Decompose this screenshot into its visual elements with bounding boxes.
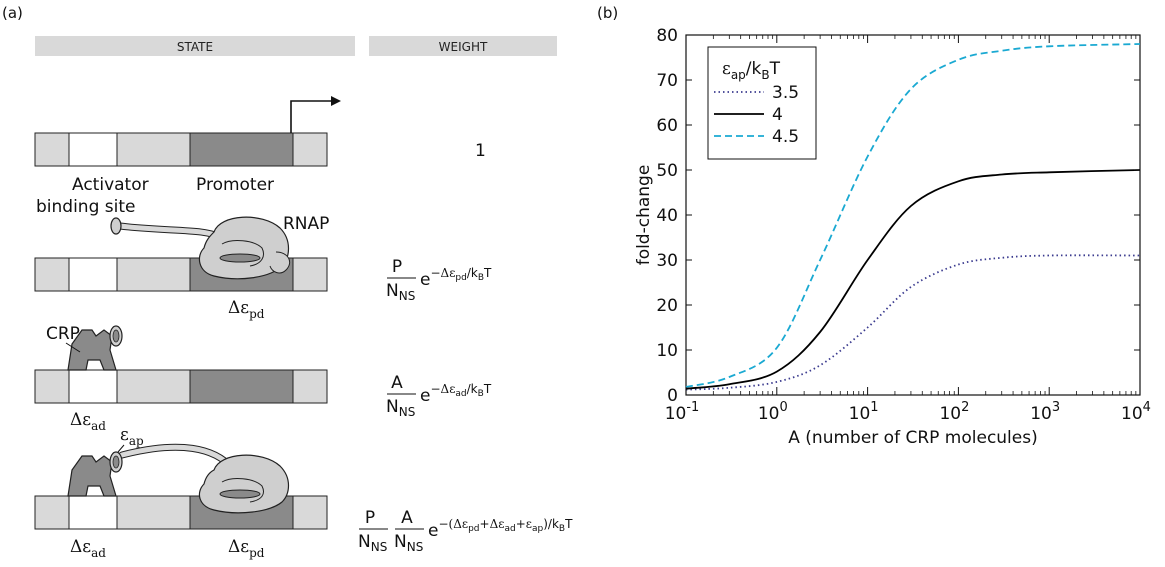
weight-empty: 1 [475, 141, 486, 161]
svg-text:e−Δεad/kBT: e−Δεad/kBT [420, 382, 492, 406]
energy-pd-label: Δεpd [228, 298, 265, 321]
rnap-icon [109, 443, 290, 514]
y-tick-label: 80 [656, 26, 678, 46]
y-tick-label: 30 [656, 251, 678, 271]
activator-site-label-1: Activator [72, 175, 149, 195]
panel-b-tag: (b) [597, 4, 618, 22]
legend-label: 3.5 [772, 83, 799, 103]
panel-a-tag: (a) [2, 4, 23, 22]
legend-label: 4.5 [772, 127, 799, 147]
y-tick-label: 0 [667, 386, 678, 406]
legend-label: 4 [772, 105, 783, 125]
transcription-start-arrow-icon [290, 96, 341, 133]
y-tick-label: 10 [656, 341, 678, 361]
series-line-4.5 [685, 43, 1141, 388]
activator-site-label-2: binding site [36, 197, 135, 217]
x-tick-label: 101 [849, 400, 879, 424]
svg-text:NNS: NNS [394, 532, 423, 554]
state-row-empty: Activator binding site Promoter 1 [34, 96, 486, 217]
dna-strand [34, 369, 328, 404]
y-tick-label: 40 [656, 206, 678, 226]
x-tick-label: 104 [1121, 400, 1151, 424]
state-header: STATE [177, 40, 213, 54]
rnap-label: RNAP [283, 214, 329, 234]
weight-both: P NNS A NNS e−(Δεpd+Δεad+εap)/kBT [358, 508, 573, 554]
weight-crp: A NNS e−Δεad/kBT [386, 373, 492, 419]
weight-rnap: P NNS e−Δεpd/kBT [386, 257, 492, 303]
state-header-bar [35, 36, 355, 56]
svg-text:NNS: NNS [386, 397, 415, 419]
y-tick-label: 60 [656, 116, 678, 136]
x-axis-label: A (number of CRP molecules) [788, 428, 1037, 448]
y-tick-label: 20 [656, 296, 678, 316]
promoter-label: Promoter [196, 175, 274, 195]
svg-text:NNS: NNS [358, 532, 387, 554]
legend-box [707, 46, 817, 160]
svg-text:e−(Δεpd+Δεad+εap)/kBT: e−(Δεpd+Δεad+εap)/kBT [428, 517, 573, 541]
state-row-both: εap Δεad Δεpd P NNS A NNS e−(Δεpd+Δεad+ε… [34, 425, 573, 560]
weight-header: WEIGHT [439, 40, 488, 54]
energy-ad-label-2: Δεad [70, 537, 106, 560]
svg-text:A: A [391, 373, 403, 393]
x-tick-label: 10-1 [665, 400, 700, 424]
weight-header-bar [369, 36, 557, 56]
fold-change-chart: 0 10 20 30 40 50 60 70 80 10-1 100 101 102 103 104 εap… [634, 26, 1151, 448]
svg-text:NNS: NNS [386, 281, 415, 303]
x-tick-label: 102 [939, 400, 969, 424]
y-tick-label: 70 [656, 71, 678, 91]
y-axis-label: fold-change [634, 165, 654, 266]
series-line-4 [685, 169, 1141, 390]
energy-pd-label-2: Δεpd [228, 537, 265, 560]
state-row-rnap: RNAP Δεpd P NNS e−Δεpd/kBT [34, 214, 492, 321]
rnap-icon [110, 216, 291, 280]
svg-text:A: A [401, 508, 413, 528]
energy-ap-label: εap [120, 425, 144, 448]
y-tick-label: 50 [656, 161, 678, 181]
energy-ad-label: Δεad [70, 410, 106, 433]
x-tick-label: 100 [758, 400, 788, 424]
crp-icon [67, 455, 117, 497]
state-row-crp: CRP Δεad A NNS e−Δεad/kBT [34, 324, 492, 433]
crp-icon [67, 325, 123, 371]
crp-label: CRP [46, 324, 80, 344]
svg-text:e−Δεpd/kBT: e−Δεpd/kBT [420, 266, 492, 290]
legend-title: εap/kBT [722, 59, 781, 82]
series-line-3.5 [685, 254, 1141, 391]
svg-text:P: P [392, 257, 402, 277]
legend: εap/kBT 3.544.5 [707, 46, 817, 160]
x-tick-label: 103 [1030, 400, 1060, 424]
svg-text:P: P [365, 508, 375, 528]
dna-strand [34, 132, 328, 167]
